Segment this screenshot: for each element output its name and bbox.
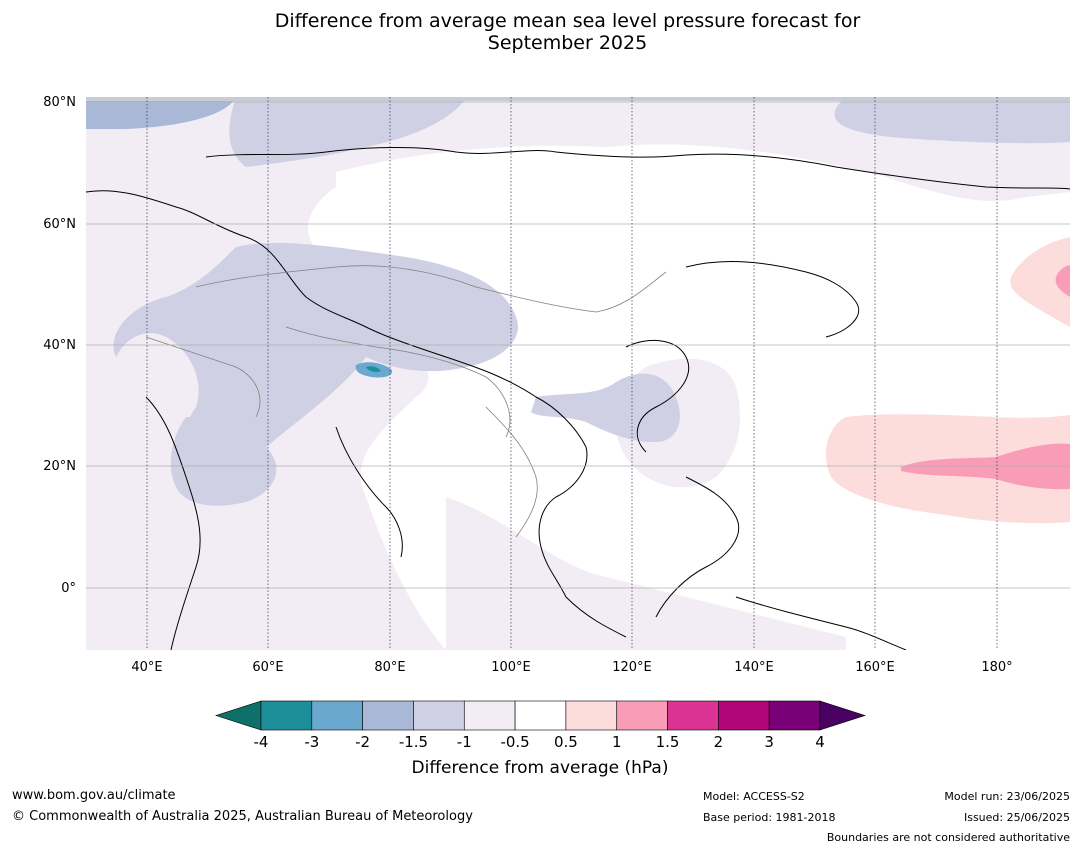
colorbar-tick-label: 1.5 — [655, 733, 680, 751]
footer-website: www.bom.gov.au/climate — [12, 788, 176, 803]
colorbar-extend-low — [215, 700, 262, 731]
colorbar-segment — [565, 700, 618, 731]
lat-label-20n: 20°N — [43, 459, 76, 474]
colorbar-tick-label: 1 — [611, 733, 622, 751]
lon-label-160e: 160°E — [855, 660, 895, 675]
country-borders — [145, 265, 667, 538]
colorbar-extend-high — [819, 700, 866, 731]
title-line-2: September 2025 — [487, 32, 648, 54]
southeast-asia-light — [446, 497, 846, 650]
colorbar-segment — [311, 700, 363, 731]
colorbar-tick-label: 3 — [764, 733, 774, 751]
arctic-top-band — [86, 97, 1070, 101]
colorbar-segment — [413, 700, 465, 731]
lat-label-80n: 80°N — [43, 95, 76, 110]
arctic-negative-west — [86, 97, 236, 129]
colorbar-tick-label: -3 — [304, 733, 320, 751]
lon-label-80e: 80°E — [374, 660, 406, 675]
colorbar-tick-label: -1.5 — [398, 733, 429, 751]
title-line-1: Difference from average mean sea level p… — [274, 10, 861, 32]
colorbar-segment — [718, 700, 770, 731]
arctic-negative-east — [834, 97, 1070, 144]
neutral-region-central — [307, 187, 459, 268]
lat-label-60n: 60°N — [43, 217, 76, 232]
colorbar-segment — [667, 700, 719, 731]
latitude-gridlines — [86, 101, 1070, 589]
lon-label-40e: 40°E — [131, 660, 163, 675]
lat-label-40n: 40°N — [43, 338, 76, 353]
colorbar-segment — [463, 700, 516, 731]
colorbar-segment — [362, 700, 414, 731]
colorbar-tick-label: -2 — [355, 733, 371, 751]
footer-model: Model: ACCESS-S2 — [703, 790, 805, 803]
pressure-anomaly-map — [86, 97, 1070, 650]
pacific-positive-east-core — [1055, 265, 1070, 297]
colorbar-tick-label: -4 — [253, 733, 269, 751]
colorbar-segment — [616, 700, 668, 731]
colorbar-tick-label: 4 — [815, 733, 825, 751]
colorbar-segment — [514, 700, 567, 731]
lon-label-180: 180° — [981, 660, 1013, 675]
colorbar-tick-label: -1 — [456, 733, 472, 751]
colorbar-label: Difference from average (hPa) — [411, 758, 669, 778]
lon-label-120e: 120°E — [612, 660, 652, 675]
pacific-positive-east — [1010, 237, 1070, 327]
colorbar-tick-label: 2 — [713, 733, 724, 751]
footer-issued: Issued: 25/06/2025 — [963, 811, 1070, 824]
colorbar-segment — [768, 700, 821, 731]
coastlines — [86, 147, 1070, 650]
colorbar-segment — [260, 700, 313, 731]
footer-base-period: Base period: 1981-2018 — [703, 811, 836, 824]
himalaya-low-core — [366, 366, 381, 372]
map-title: Difference from average mean sea level p… — [0, 10, 1081, 54]
footer-model-run: Model run: 23/06/2025 — [944, 790, 1070, 803]
colorbar-tick-label: 0.5 — [553, 733, 578, 751]
lon-label-140e: 140°E — [734, 660, 774, 675]
arctic-negative-band — [229, 97, 466, 167]
lon-label-100e: 100°E — [491, 660, 531, 675]
footer-copyright: © Commonwealth of Australia 2025, Austra… — [12, 809, 473, 824]
china-negative — [531, 373, 680, 443]
arabia-negative — [170, 417, 277, 506]
colorbar-tick-label: -0.5 — [500, 733, 530, 751]
lat-label-0: 0° — [61, 581, 76, 596]
longitude-gridlines — [146, 97, 998, 650]
footer-disclaimer: Boundaries are not considered authoritat… — [826, 831, 1070, 844]
lon-label-60e: 60°E — [252, 660, 284, 675]
